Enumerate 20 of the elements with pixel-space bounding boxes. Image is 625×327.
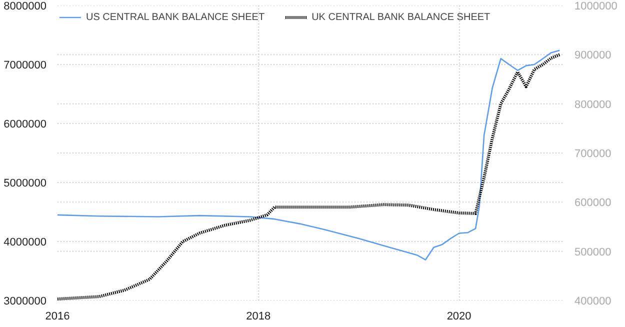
y2-tick-label: 800000 xyxy=(574,98,612,111)
legend-label: UK CENTRAL BANK BALANCE SHEET xyxy=(312,12,490,22)
x-tick-label: 2016 xyxy=(45,310,70,322)
y-tick-label: 6000000 xyxy=(4,118,47,130)
x-tick-label: 2018 xyxy=(246,310,271,322)
line-series xyxy=(58,50,560,260)
y2-tick-label: 600000 xyxy=(574,197,612,210)
y-tick-label: 8000000 xyxy=(4,0,47,12)
y-tick-label: 5000000 xyxy=(4,178,47,190)
y2-tick-label: 500000 xyxy=(574,246,612,258)
y2-tick-label: 700000 xyxy=(574,148,612,160)
y-tick-label: 4000000 xyxy=(4,236,47,248)
y2-tick-label: 900000 xyxy=(574,50,612,62)
line-series xyxy=(58,53,562,300)
y2-tick-label: 1000000 xyxy=(574,0,618,12)
x-tick-label: 2020 xyxy=(446,310,472,322)
y-tick-label: 7000000 xyxy=(4,60,47,72)
y-tick-label: 3000000 xyxy=(4,296,47,308)
y2-tick-label: 400000 xyxy=(574,296,612,308)
legend-label: US CENTRAL BANK BALANCE SHEET xyxy=(86,12,265,22)
